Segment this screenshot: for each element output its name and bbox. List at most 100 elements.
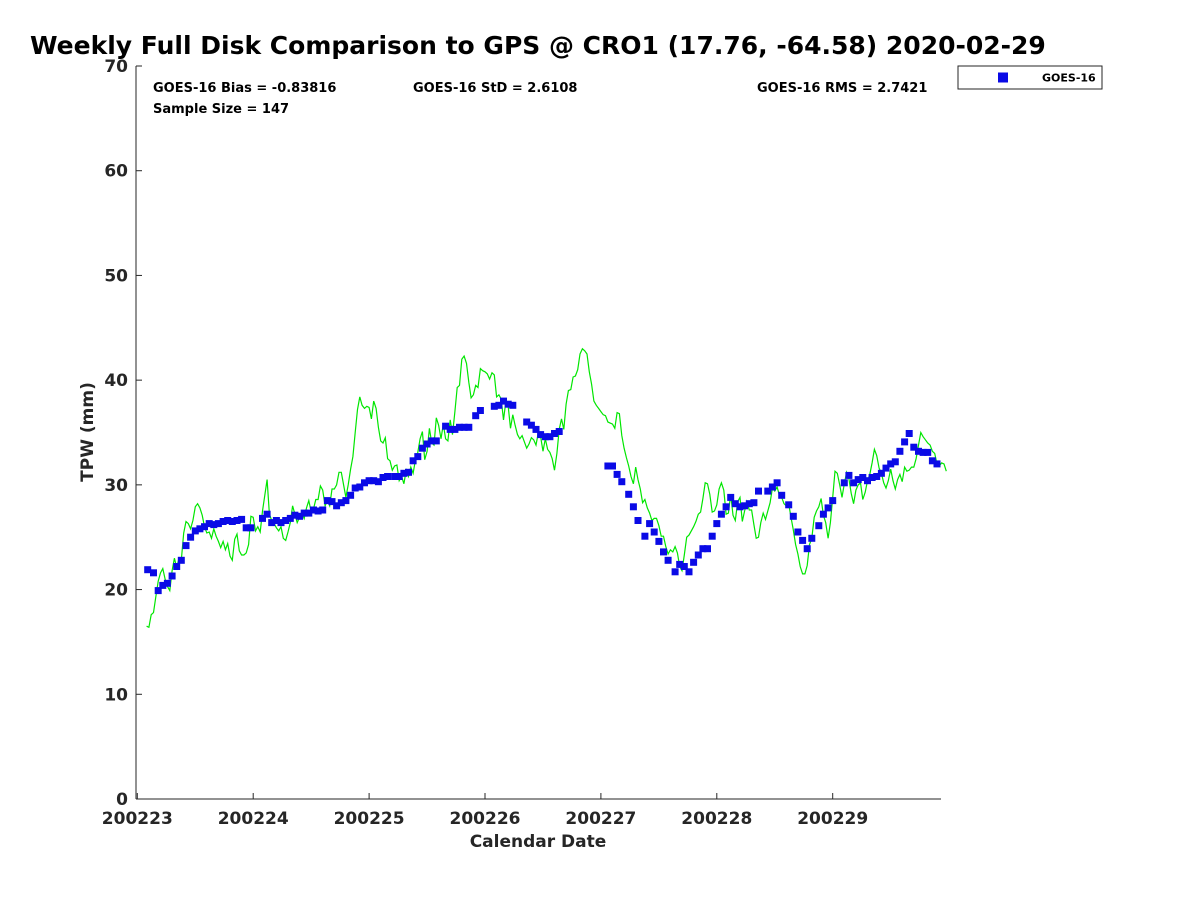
goes16-point [351, 484, 359, 492]
goes16-point [465, 423, 473, 431]
goes16-point [655, 537, 663, 545]
goes16-point [629, 503, 637, 511]
goes16-point [694, 551, 702, 559]
goes16-point [717, 510, 725, 518]
x-tick-label: 200228 [681, 809, 752, 829]
goes16-point [154, 587, 162, 595]
x-tick-label: 200223 [102, 809, 173, 829]
goes16-point [191, 527, 199, 535]
y-tick-label: 10 [104, 685, 128, 705]
gps-series-line [146, 347, 947, 629]
goes16-point [214, 520, 222, 528]
goes16-point [144, 566, 152, 574]
goes16-point [219, 518, 227, 525]
goes16-point [305, 509, 313, 517]
goes16-point [910, 443, 918, 451]
goes16-point [291, 511, 299, 519]
goes16-point [365, 477, 373, 485]
x-tick-label: 200226 [450, 809, 521, 829]
goes16-point [854, 476, 862, 484]
goes16-point [159, 581, 167, 589]
goes16-point [773, 479, 781, 487]
goes16-point [242, 524, 250, 532]
goes16-point [933, 460, 941, 468]
goes16-point [384, 473, 392, 480]
y-axis-label: TPW (mm) [78, 382, 98, 482]
y-tick-label: 40 [104, 371, 128, 391]
y-tick-label: 0 [116, 790, 128, 810]
goes16-point [532, 425, 540, 433]
goes16-point [803, 545, 811, 553]
goes16-point [764, 487, 772, 495]
goes16-point [495, 401, 503, 409]
goes16-point [150, 569, 157, 577]
goes16-point [755, 487, 762, 495]
goes16-point [660, 548, 667, 556]
goes16-point [527, 421, 535, 429]
goes16-series-layer [144, 397, 941, 595]
goes16-point [905, 430, 913, 437]
bias-annotation: GOES-16 Bias = -0.83816 [153, 81, 336, 96]
goes16-point [604, 462, 612, 470]
x-tick-label: 200227 [565, 809, 636, 829]
goes16-point [736, 503, 744, 511]
goes16-point [224, 517, 232, 524]
goes16-point [815, 522, 823, 530]
goes16-point [704, 545, 711, 553]
chart-title: Weekly Full Disk Comparison to GPS @ CRO… [30, 31, 1046, 60]
goes16-point [490, 402, 498, 410]
goes16-point [625, 490, 633, 498]
goes16-point [228, 518, 236, 525]
goes16-point [546, 433, 554, 441]
legend-box [957, 65, 1103, 90]
goes16-point [690, 558, 698, 566]
goes16-point [919, 448, 927, 456]
goes16-point [541, 433, 549, 441]
goes16-point [859, 474, 867, 481]
goes16-point [500, 397, 507, 405]
goes16-point [785, 501, 793, 509]
goes16-point [456, 423, 463, 431]
legend: GOES-16 [957, 65, 1103, 90]
goes16-point [451, 425, 459, 433]
goes16-point [300, 509, 308, 517]
y-tick-label: 50 [104, 266, 128, 286]
goes16-point [187, 533, 195, 541]
y-tick-label: 20 [104, 581, 128, 601]
goes16-point [296, 512, 304, 520]
goes16-point [845, 471, 853, 479]
goes16-point [819, 510, 827, 518]
goes16-point [537, 431, 545, 439]
goes16-point [333, 502, 341, 510]
goes16-point [342, 497, 350, 505]
goes16-point [310, 506, 317, 514]
goes16-point [347, 491, 355, 499]
goes16-point [882, 464, 890, 472]
goes16-point [901, 438, 909, 446]
x-tick-label: 200229 [797, 809, 868, 829]
goes16-point [864, 477, 871, 485]
goes16-point [808, 534, 816, 542]
goes16-point [650, 528, 658, 536]
goes16-point [428, 437, 436, 445]
goes16-point [840, 479, 848, 487]
goes16-point [778, 491, 786, 499]
goes16-point [442, 422, 450, 430]
plot-area: 0 10 20 30 40 50 60 70 200223 200224 200225 200226… [102, 57, 947, 829]
goes16-point [722, 503, 730, 511]
goes16-point [423, 440, 431, 448]
gps-series-layer [146, 347, 947, 629]
goes16-point [277, 519, 285, 527]
goes16-point [210, 521, 218, 529]
rms-annotation: GOES-16 RMS = 2.7421 [757, 81, 927, 96]
goes16-point [641, 532, 649, 540]
goes16-point [201, 523, 208, 531]
goes16-point [263, 510, 271, 518]
goes16-point [794, 528, 802, 536]
x-tick-label: 200224 [218, 809, 289, 829]
goes16-point [205, 520, 213, 528]
goes16-point [173, 563, 181, 570]
goes16-point [182, 542, 190, 550]
goes16-point [460, 423, 468, 431]
